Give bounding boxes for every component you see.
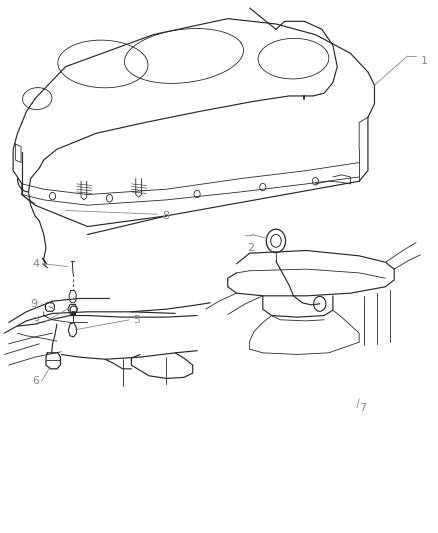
Text: 2: 2 — [247, 243, 254, 253]
Text: 3: 3 — [32, 318, 39, 327]
Text: 4: 4 — [32, 259, 39, 269]
Text: 8: 8 — [162, 211, 169, 221]
Text: 5: 5 — [134, 315, 141, 325]
Text: 6: 6 — [32, 376, 39, 386]
Text: 9: 9 — [30, 299, 37, 309]
Text: 7: 7 — [359, 403, 366, 413]
Text: 1: 1 — [420, 56, 427, 66]
